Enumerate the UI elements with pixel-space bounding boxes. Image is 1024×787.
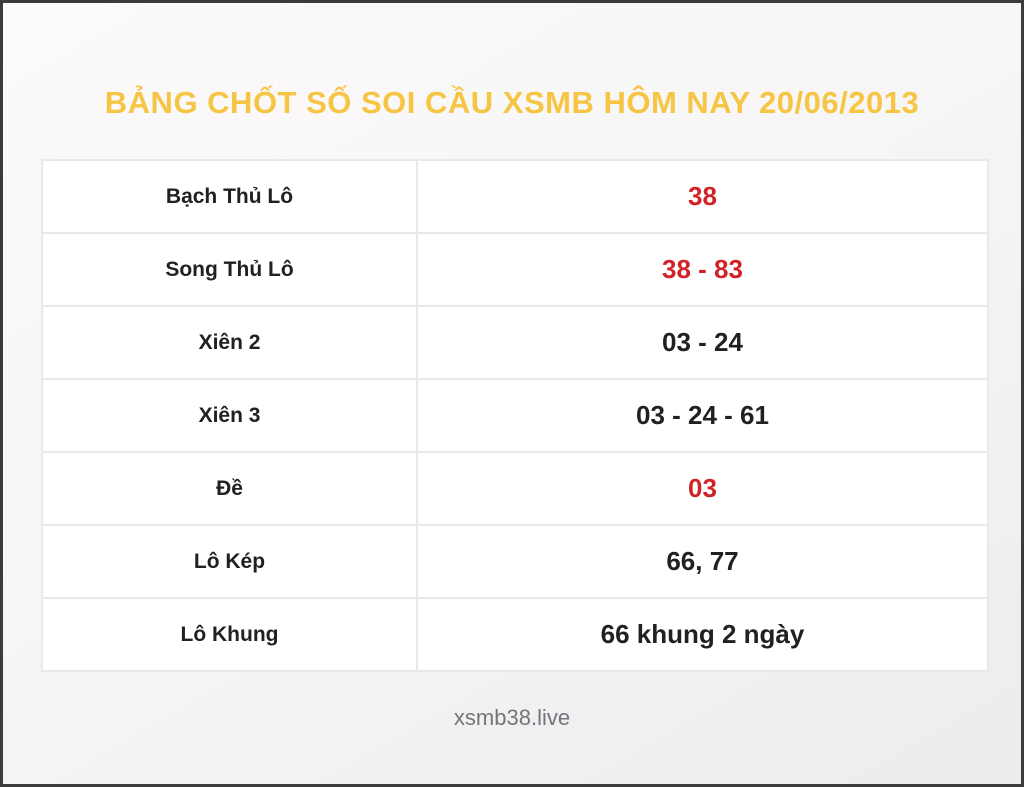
- row-value: 38: [688, 181, 717, 211]
- row-value: 38 - 83: [662, 254, 743, 284]
- table-row: Bạch Thủ Lô 38: [43, 161, 987, 232]
- row-label: Xiên 3: [43, 380, 418, 451]
- table-row: Song Thủ Lô 38 - 83: [43, 232, 987, 305]
- prediction-table: Bạch Thủ Lô 38 Song Thủ Lô 38 - 83 Xiên …: [41, 159, 989, 672]
- row-value: 66, 77: [666, 546, 739, 576]
- row-label: Đề: [43, 453, 418, 524]
- page-title: BẢNG CHỐT SỐ SOI CẦU XSMB HÔM NAY 20/06/…: [104, 85, 920, 120]
- table-row: Lô Khung 66 khung 2 ngày: [43, 597, 987, 670]
- table-row: Xiên 2 03 - 24: [43, 305, 987, 378]
- table-row: Đề 03: [43, 451, 987, 524]
- row-value: 03 - 24 - 61: [636, 400, 769, 430]
- row-label: Bạch Thủ Lô: [43, 161, 418, 232]
- row-value: 03: [688, 473, 717, 503]
- row-value: 66 khung 2 ngày: [600, 619, 805, 649]
- row-label: Song Thủ Lô: [43, 234, 418, 305]
- site-watermark: xsmb38.live: [453, 705, 571, 730]
- row-label: Lô Khung: [43, 599, 418, 670]
- row-value: 03 - 24: [662, 327, 743, 357]
- table-row: Xiên 3 03 - 24 - 61: [43, 378, 987, 451]
- row-label: Lô Kép: [43, 526, 418, 597]
- table-row: Lô Kép 66, 77: [43, 524, 987, 597]
- row-label: Xiên 2: [43, 307, 418, 378]
